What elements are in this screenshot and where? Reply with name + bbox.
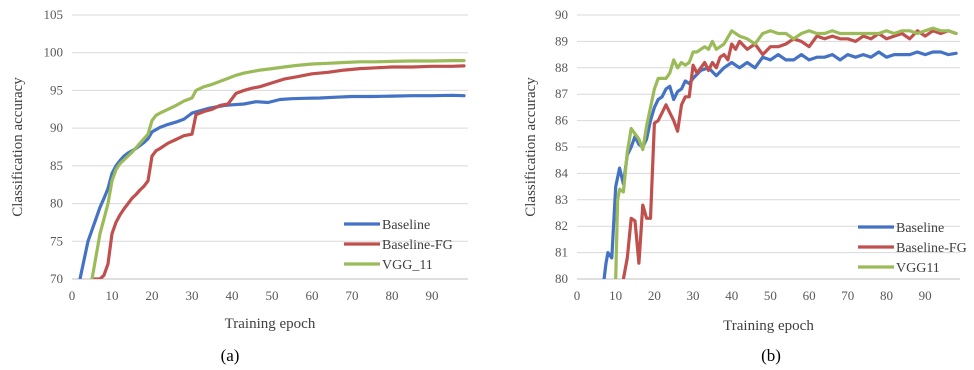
y-tick-label: 100 xyxy=(44,45,64,60)
x-tick-label: 30 xyxy=(687,288,700,303)
x-tick-label: 70 xyxy=(346,288,359,303)
y-tick-label: 84 xyxy=(555,165,569,180)
y-tick-label: 89 xyxy=(555,33,568,48)
y-axis-title: Classification accuracy xyxy=(523,77,539,217)
legend-label: Baseline-FG xyxy=(896,241,967,256)
x-tick-label: 40 xyxy=(725,288,738,303)
x-tick-label: 50 xyxy=(764,288,777,303)
y-tick-label: 81 xyxy=(555,245,568,260)
x-tick-label: 90 xyxy=(919,288,932,303)
y-tick-label: 83 xyxy=(555,192,568,207)
chart-panel-b: 80 81 82 83 84 85 86 87 88 89 90 0 10 20 30 40 50 60 70 80 9… xyxy=(523,7,967,365)
y-tick-label: 90 xyxy=(50,120,63,135)
series-line-baseline xyxy=(78,93,466,279)
x-tick-label: 80 xyxy=(386,288,399,303)
x-tick-label: 20 xyxy=(648,288,661,303)
y-tick-label: 80 xyxy=(50,196,63,211)
series-line-vgg11 xyxy=(614,26,958,279)
x-tick-label: 30 xyxy=(186,288,199,303)
figure-caption: (b) xyxy=(761,346,781,365)
x-tick-label: 50 xyxy=(266,288,279,303)
y-tick-label: 90 xyxy=(555,7,568,22)
chart-panel-a: 70 75 80 85 90 95 100 105 0 10 20 30 40 50 60 70 80 90 Tra… xyxy=(10,7,468,365)
y-tick-label: 80 xyxy=(555,271,568,286)
y-tick-label: 95 xyxy=(50,82,63,97)
figure-caption: (a) xyxy=(221,346,240,365)
legend-label: Baseline xyxy=(382,218,430,233)
y-tick-label: 105 xyxy=(44,7,64,22)
y-tick-label: 85 xyxy=(555,139,568,154)
y-tick-label: 75 xyxy=(50,233,63,248)
x-tick-label: 60 xyxy=(306,288,319,303)
series-line-baseline-fg xyxy=(90,64,466,279)
series-line-vgg-11 xyxy=(90,59,466,279)
x-tick-label: 90 xyxy=(426,288,439,303)
x-tick-label: 10 xyxy=(609,288,622,303)
legend-label: VGG_11 xyxy=(382,258,433,273)
legend-label: VGG11 xyxy=(896,261,940,276)
x-axis-title: Training epoch xyxy=(723,318,814,334)
y-tick-label: 85 xyxy=(50,158,63,173)
series-line-baseline-fg xyxy=(621,29,958,279)
series-line-baseline xyxy=(602,50,958,279)
x-tick-label: 80 xyxy=(880,288,893,303)
y-tick-label: 70 xyxy=(50,271,63,286)
x-tick-label: 40 xyxy=(226,288,239,303)
y-tick-label: 88 xyxy=(555,60,568,75)
y-axis-title: Classification accuracy xyxy=(10,77,26,217)
legend-label: Baseline-FG xyxy=(382,238,453,253)
x-axis-title: Training epoch xyxy=(225,316,316,332)
y-tick-label: 86 xyxy=(555,113,569,128)
x-tick-label: 60 xyxy=(803,288,816,303)
x-tick-label: 0 xyxy=(69,288,76,303)
x-tick-label: 10 xyxy=(106,288,119,303)
y-tick-label: 82 xyxy=(555,218,568,233)
y-tick-label: 87 xyxy=(555,86,569,101)
legend-label: Baseline xyxy=(896,221,944,236)
x-tick-label: 20 xyxy=(146,288,159,303)
x-tick-label: 0 xyxy=(574,288,581,303)
x-tick-label: 70 xyxy=(841,288,854,303)
